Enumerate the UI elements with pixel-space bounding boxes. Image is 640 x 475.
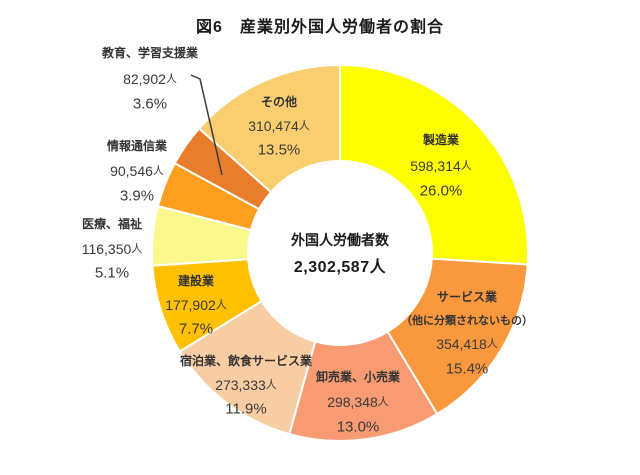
donut-segment-8 — [198, 64, 341, 194]
donut-center-text: 外国人労働者数 2,302,587人 — [216, 233, 464, 276]
segment-label-4: 建設業 — [177, 273, 215, 288]
leader-line-education — [190, 74, 223, 176]
segment-pct-1: 15.4% — [446, 361, 489, 378]
segment-pct-2: 13.0% — [337, 419, 380, 436]
segment-pct-6: 3.9% — [120, 188, 154, 205]
segment-value-7: 82,902人 — [123, 71, 177, 87]
segment-label-8: その他 — [261, 94, 297, 109]
segment-value-2: 298,348人 — [327, 394, 389, 410]
segment-label-2: 卸売業、小売業 — [316, 369, 401, 384]
segment-value-1: 354,418人 — [436, 336, 498, 352]
segment-value-4: 177,902人 — [165, 297, 227, 313]
segment-pct-0: 26.0% — [420, 183, 463, 200]
segment-label-1: サービス業 — [437, 289, 498, 304]
segment-label-5: 医療、福祉 — [82, 216, 142, 231]
segment-pct-3: 11.9% — [225, 401, 266, 418]
center-total-value: 2,302,587人 — [293, 259, 387, 276]
segment-value-8: 310,474人 — [248, 118, 310, 134]
segment-pct-5: 5.1% — [95, 265, 129, 282]
segment-pct-8: 13.5% — [258, 142, 301, 159]
segment-pct-7: 3.6% — [133, 96, 167, 113]
segment-value-5: 116,350人 — [82, 241, 143, 257]
center-total-label: 外国人労働者数 — [291, 232, 389, 248]
segment-label-3: 宿泊業、飲食サービス業 — [180, 353, 313, 368]
segment-label-6: 情報通信業 — [107, 138, 168, 153]
chart-title: 図6 産業別外国人労働者の割合 — [196, 19, 444, 36]
segment-label-0: 製造業 — [422, 132, 460, 147]
segment-value-0: 598,314人 — [410, 158, 472, 174]
segment-pct-4: 7.7% — [179, 321, 213, 338]
segment-label-1: （他に分類されないもの） — [401, 313, 533, 327]
segment-value-6: 90,546人 — [110, 163, 164, 179]
segment-label-7: 教育、学習支援業 — [101, 45, 199, 60]
segment-value-3: 273,333人 — [215, 377, 277, 393]
donut-segment-0 — [339, 64, 529, 266]
